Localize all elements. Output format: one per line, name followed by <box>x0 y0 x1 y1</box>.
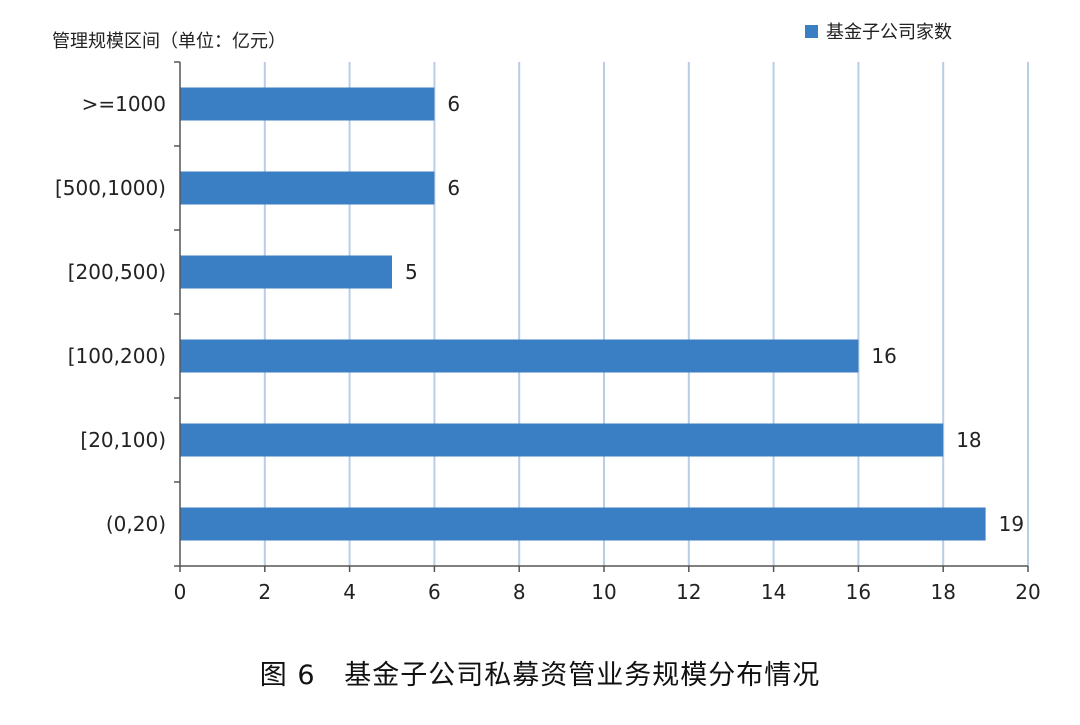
x-tick-label: 12 <box>676 580 701 604</box>
data-label: 19 <box>999 512 1024 536</box>
x-tick-label: 8 <box>513 580 526 604</box>
legend-swatch <box>805 25 818 38</box>
data-label: 6 <box>447 176 460 200</box>
bars <box>180 87 986 541</box>
data-label: 6 <box>447 92 460 116</box>
bar <box>180 255 392 289</box>
figure-title: 基金子公司私募资管业务规模分布情况 <box>344 660 821 691</box>
x-tick-label: 16 <box>846 580 871 604</box>
x-tick-label: 0 <box>174 580 187 604</box>
x-tick-labels: 0 2 4 6 8 10 12 14 16 18 20 <box>174 580 1041 604</box>
bar <box>180 171 435 205</box>
x-tick-label: 20 <box>1015 580 1040 604</box>
bar <box>180 87 435 121</box>
x-tick-label: 10 <box>591 580 616 604</box>
x-tick-label: 6 <box>428 580 441 604</box>
y-tick-label: [500,1000) <box>55 176 166 200</box>
figure-number: 图 6 <box>259 660 316 691</box>
y-tick-label: >=1000 <box>82 92 166 116</box>
bar <box>180 507 986 541</box>
x-tick-label: 2 <box>258 580 271 604</box>
y-tick-label: [200,500) <box>68 260 166 284</box>
x-tick-label: 14 <box>761 580 786 604</box>
data-label: 5 <box>405 260 418 284</box>
data-label: 18 <box>956 428 981 452</box>
legend: 基金子公司家数 <box>805 22 952 43</box>
bar <box>180 339 859 373</box>
legend-label: 基金子公司家数 <box>826 22 952 43</box>
y-axis-title: 管理规模区间（单位：亿元） <box>52 31 286 52</box>
y-tick-labels: >=1000 [500,1000) [200,500) [100,200) [20,10… <box>55 92 166 536</box>
bar <box>180 423 944 457</box>
figure-caption: 图 6 基金子公司私募资管业务规模分布情况 <box>0 653 1080 692</box>
bar-chart: 6 6 5 16 18 19 >=1000 [500,1000) [200,500) [100,… <box>52 22 1041 604</box>
data-label: 16 <box>871 344 896 368</box>
x-tick-label: 18 <box>930 580 955 604</box>
y-tick-label: [20,100) <box>80 428 166 452</box>
y-tick-label: [100,200) <box>68 344 166 368</box>
axes <box>174 61 1029 572</box>
gridlines <box>263 62 1029 566</box>
y-tick-label: (0,20) <box>106 512 166 536</box>
x-tick-label: 4 <box>343 580 356 604</box>
value-labels: 6 6 5 16 18 19 <box>405 92 1024 536</box>
